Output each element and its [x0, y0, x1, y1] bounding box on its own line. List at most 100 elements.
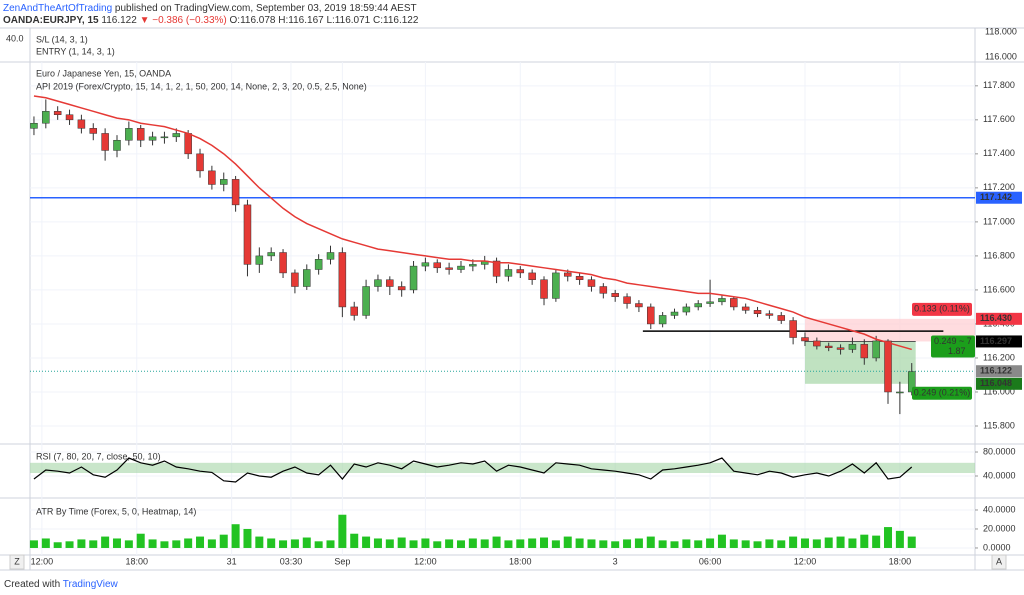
atr-bar: [397, 537, 406, 548]
change: ▼ −0.386 (−0.33%): [140, 15, 227, 26]
x-tick-label: 12:00: [414, 556, 437, 566]
candle-body: [291, 272, 299, 287]
button[interactable]: [9, 554, 25, 570]
candle-body: [884, 340, 892, 393]
atr-bar: [148, 539, 157, 548]
candle-body: [267, 252, 275, 257]
candle-body: [409, 265, 418, 291]
atr-bar: [599, 540, 608, 548]
candle-body: [813, 340, 821, 347]
candle-body: [516, 269, 525, 274]
symbol-line: OANDA:EURJPY, 15 116.122 ▼ −0.386 (−0.33…: [3, 15, 419, 26]
atr-bar: [907, 536, 916, 548]
candle-body: [907, 371, 916, 393]
candle-body: [196, 153, 204, 172]
candle-body: [670, 311, 679, 316]
atr-bar: [528, 538, 537, 548]
button[interactable]: [991, 554, 1007, 570]
ohlc-low: L:116.071: [326, 15, 370, 26]
price-label-text: 116.048: [980, 378, 1012, 388]
atr-bar: [219, 534, 228, 548]
candle-body: [741, 306, 750, 311]
atr-bar: [884, 527, 893, 548]
atr-bar: [302, 537, 311, 548]
candle-body: [421, 262, 430, 267]
footer-brand[interactable]: TradingView: [63, 579, 119, 590]
atr-bar: [777, 540, 786, 548]
candle-body: [53, 111, 62, 115]
candle-body: [753, 310, 762, 314]
ohlc-open: O:116.078: [230, 15, 276, 26]
y-tick-label: 117.600: [983, 114, 1015, 124]
candle-body: [374, 279, 382, 287]
x-tick-label: 06:00: [699, 556, 722, 566]
atr-bar: [77, 539, 86, 548]
atr-bar: [255, 536, 264, 548]
atr-bar: [706, 538, 715, 548]
candle-body: [647, 306, 655, 325]
atr-bar: [753, 541, 762, 548]
atr-bar: [456, 540, 465, 548]
candle-body: [42, 111, 50, 124]
y-tick-label: 117.200: [983, 182, 1015, 192]
atr-bar: [445, 539, 454, 548]
x-tick-label: Sep: [334, 556, 350, 566]
candle-body: [848, 344, 857, 350]
candle-body: [658, 315, 667, 325]
atr-bar: [279, 540, 288, 548]
top-right-label: 116.000: [985, 51, 1017, 61]
atr-bar: [623, 539, 632, 548]
x-tick-label: 18:00: [125, 556, 148, 566]
atr-bar: [160, 541, 169, 548]
candle-body: [219, 179, 228, 185]
target-zone: [804, 341, 916, 384]
atr-bar: [53, 542, 62, 548]
author[interactable]: ZenAndTheArtOfTrading: [3, 3, 112, 14]
atr-bar: [338, 514, 347, 548]
rsi-line: [33, 457, 913, 483]
x-tick-label: 31: [227, 556, 237, 566]
candle-body: [362, 286, 370, 316]
candle-body: [148, 136, 157, 141]
atr-bar: [350, 533, 359, 548]
top-right-label: 118.000: [985, 26, 1017, 36]
moving-average: [33, 95, 912, 351]
price-label-text: 116.297: [980, 336, 1012, 346]
candle-body: [801, 337, 809, 342]
atr-bar: [575, 538, 584, 548]
atr-bar: [895, 530, 904, 548]
candle-body: [587, 279, 596, 287]
candle-body: [896, 391, 904, 394]
x-tick-label: 18:00: [889, 556, 912, 566]
price-label-text: 116.122: [980, 366, 1012, 376]
target-box: [912, 386, 972, 400]
atr-bar: [41, 538, 50, 548]
atr-bar: [433, 541, 442, 548]
button-label[interactable]: Z: [14, 556, 20, 566]
symbol: OANDA:EURJPY, 15: [3, 15, 99, 26]
atr-bar: [89, 540, 98, 548]
atr-bar: [29, 540, 38, 548]
atr-bar: [314, 541, 323, 548]
atr-bar: [741, 540, 750, 548]
button-label[interactable]: A: [996, 556, 1002, 566]
candle-body: [77, 119, 86, 129]
candle-body: [279, 252, 287, 274]
y-tick-label: 20.0000: [983, 523, 1016, 533]
pane-subtitle: API 2019 (Forex/Crypto, 15, 14, 1, 2, 1,…: [36, 81, 367, 91]
y-tick-label: 117.400: [983, 148, 1015, 158]
pane-title: Euro / Japanese Yen, 15, OANDA: [36, 68, 171, 78]
atr-bar: [373, 538, 382, 548]
x-tick-label: 12:00: [31, 556, 54, 566]
candle-body: [836, 347, 845, 350]
candle-body: [255, 255, 264, 265]
ratio-box: [931, 335, 975, 358]
candle-body: [350, 306, 358, 316]
candle-body: [338, 252, 347, 308]
candle-body: [528, 272, 536, 280]
candle-body: [184, 133, 192, 155]
atr-bar: [492, 536, 501, 548]
atr-bar: [267, 538, 276, 548]
atr-bar: [540, 537, 549, 548]
price-label: [976, 335, 1022, 348]
